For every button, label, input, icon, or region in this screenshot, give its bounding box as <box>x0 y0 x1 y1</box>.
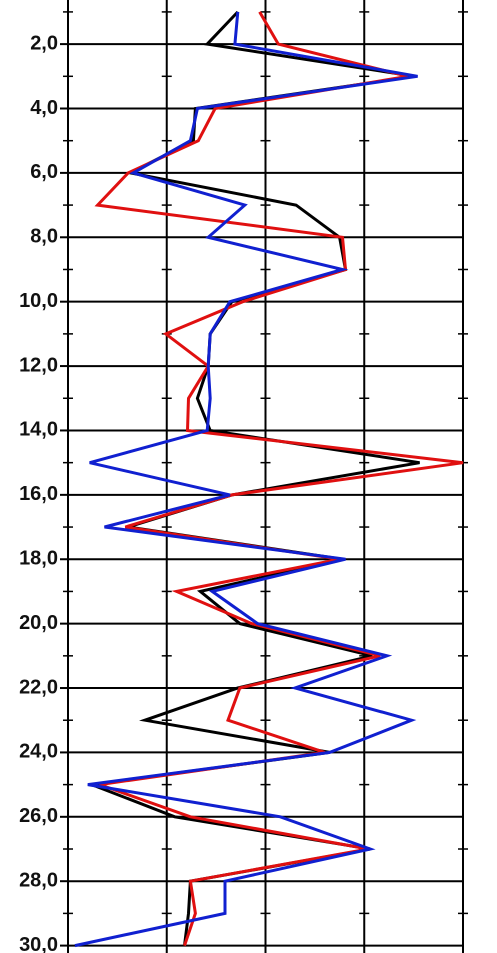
series-line <box>91 10 420 946</box>
y-tick-label: 26,0 <box>19 805 58 827</box>
y-tick-label: 30,0 <box>19 934 58 953</box>
y-tick-label: 16,0 <box>19 483 58 505</box>
y-tick-label: 20,0 <box>19 612 58 634</box>
y-tick-label: 12,0 <box>19 354 58 376</box>
y-tick-label: 4,0 <box>30 97 58 119</box>
y-tick-label: 14,0 <box>19 419 58 441</box>
y-tick-label: 24,0 <box>19 741 58 763</box>
y-tick-label: 8,0 <box>30 226 58 248</box>
y-tick-label: 10,0 <box>19 290 58 312</box>
y-tick-label: 6,0 <box>30 161 58 183</box>
y-tick-label: 22,0 <box>19 676 58 698</box>
y-tick-label: 2,0 <box>30 32 58 54</box>
y-tick-label: 18,0 <box>19 548 58 570</box>
y-tick-label: 28,0 <box>19 869 58 891</box>
series-line <box>94 11 464 947</box>
series-line <box>74 11 418 948</box>
